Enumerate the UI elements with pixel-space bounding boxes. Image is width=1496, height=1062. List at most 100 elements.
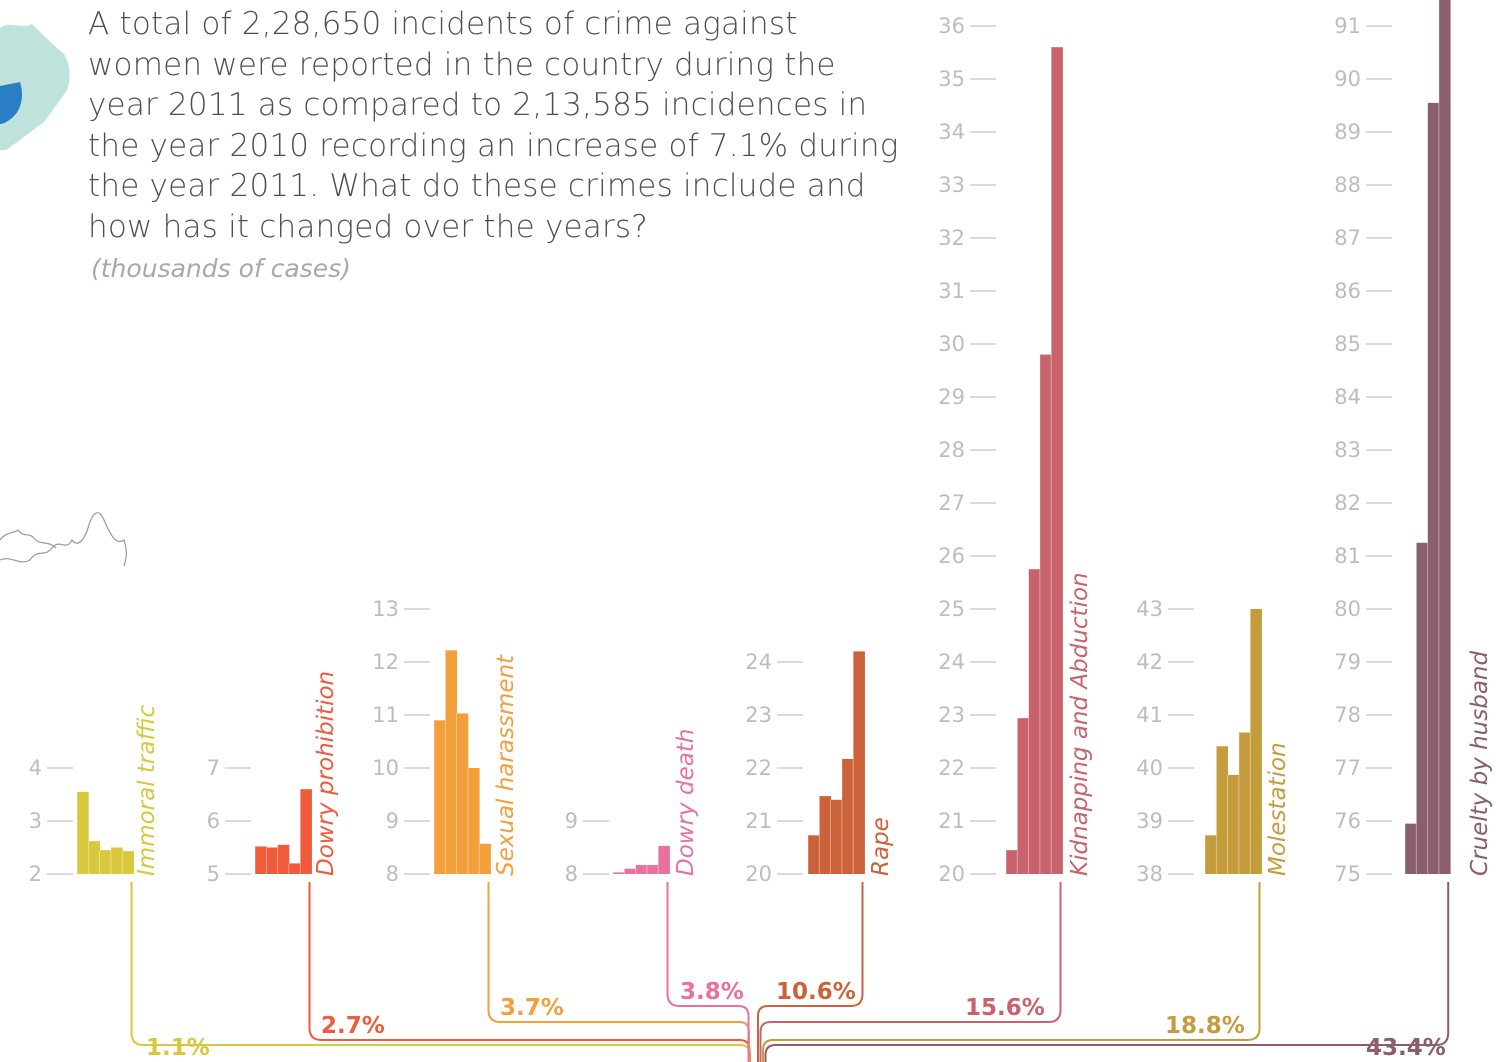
bar — [635, 864, 648, 874]
panel-3: 8 9 10 11 12 13 Sexual harassment 3.7% — [372, 597, 564, 1021]
category-label: Rape — [868, 817, 894, 876]
category-label: Kidnapping and Abduction — [1067, 572, 1093, 876]
share-label: 1.1% — [146, 1035, 210, 1061]
bar — [830, 799, 843, 874]
connector-line — [762, 882, 1261, 1062]
bar — [288, 863, 301, 874]
tick-label: 88 — [1334, 173, 1361, 197]
category-label: Cruelty by husband — [1467, 650, 1493, 876]
map-coastline — [0, 512, 127, 567]
bar — [658, 845, 670, 874]
tick-label: 9 — [565, 809, 578, 833]
tick-label: 82 — [1334, 491, 1361, 515]
bar — [646, 864, 659, 874]
bar — [1227, 774, 1240, 874]
map-land-shape — [0, 24, 70, 150]
tick-label: 87 — [1334, 226, 1361, 250]
bar — [1039, 354, 1052, 875]
tick-label: 5 — [207, 862, 220, 886]
tick-label: 91 — [1334, 14, 1361, 38]
bar — [467, 768, 480, 874]
tick-label: 86 — [1334, 279, 1361, 303]
tick-label: 24 — [745, 650, 772, 674]
panel-6: 20 21 22 23 24 25 26 27 28 29 30 31 32 33 34 35 36 Kidnap… — [938, 14, 1093, 1021]
bar — [277, 844, 290, 874]
tick-label: 90 — [1334, 67, 1361, 91]
tick-label: 8 — [565, 862, 578, 886]
tick-label: 21 — [938, 809, 965, 833]
category-label: Dowry death — [673, 729, 699, 876]
tick-label: 31 — [938, 279, 965, 303]
tick-label: 9 — [386, 809, 399, 833]
bar — [1405, 823, 1417, 874]
bar — [819, 796, 831, 874]
share-label: 10.6% — [776, 979, 856, 1005]
panel-5: 20 21 22 23 24 Rape 10.6% — [745, 650, 894, 1005]
tick-label: 3 — [29, 809, 42, 833]
tick-label: 43 — [1136, 597, 1163, 621]
category-label: Dowry prohibition — [313, 671, 339, 876]
share-label: 2.7% — [321, 1013, 385, 1039]
bar — [1427, 102, 1440, 875]
tick-label: 4 — [29, 756, 42, 780]
tick-label: 33 — [938, 173, 965, 197]
tick-label: 23 — [745, 703, 772, 727]
panel-2: 5 6 7 Dowry prohibition 2.7% — [207, 671, 385, 1039]
tick-label: 38 — [1136, 862, 1163, 886]
tick-label: 39 — [1136, 809, 1163, 833]
tick-label: 76 — [1334, 809, 1361, 833]
bar — [1250, 609, 1262, 874]
tick-label: 80 — [1334, 597, 1361, 621]
bar — [99, 850, 112, 874]
connector-line — [666, 882, 750, 1062]
share-label: 15.6% — [965, 995, 1045, 1021]
connector-line — [130, 882, 751, 1062]
bar — [1051, 47, 1063, 874]
tick-label: 42 — [1136, 650, 1163, 674]
bar — [1006, 850, 1018, 874]
tick-label: 75 — [1334, 862, 1361, 886]
tick-label: 11 — [372, 703, 399, 727]
bar — [853, 651, 865, 874]
tick-label: 36 — [938, 14, 965, 38]
tick-label: 20 — [745, 862, 772, 886]
bar — [841, 758, 854, 874]
bar — [1017, 718, 1029, 874]
bar — [613, 872, 625, 874]
bar — [88, 841, 100, 874]
bar — [77, 791, 89, 874]
connector-line — [487, 882, 750, 1062]
bar — [624, 868, 636, 874]
bar — [1416, 542, 1428, 874]
category-label: Immoral traffic — [134, 705, 160, 876]
tick-label: 22 — [745, 756, 772, 780]
bar — [110, 847, 123, 874]
tick-label: 35 — [938, 67, 965, 91]
tick-label: 23 — [938, 703, 965, 727]
panels: 23 4 Immoral traffic 1.1% 5 6 7 Dowry prohibiti… — [29, 0, 1493, 1061]
tick-label: 13 — [372, 597, 399, 621]
tick-label: 29 — [938, 385, 965, 409]
category-label: Molestation — [1265, 742, 1291, 876]
tick-label: 41 — [1136, 703, 1163, 727]
tick-label: 77 — [1334, 756, 1361, 780]
tick-label: 83 — [1334, 438, 1361, 462]
tick-label: 85 — [1334, 332, 1361, 356]
panel-4: 8 9 Dowry death 3.8% — [565, 729, 744, 1005]
tick-label: 8 — [386, 862, 399, 886]
bar — [122, 851, 134, 874]
connectors — [130, 882, 1450, 1062]
panel-1: 2 3 4 Immoral traffic 1.1% — [29, 705, 210, 1061]
tick-label: 89 — [1334, 120, 1361, 144]
tick-label: 7 — [207, 756, 220, 780]
tick-label: 6 — [207, 809, 220, 833]
tick-label: 24 — [938, 650, 965, 674]
bar — [479, 843, 491, 874]
tick-label: 79 — [1334, 650, 1361, 674]
bar — [300, 789, 312, 874]
bar — [445, 650, 457, 874]
bar — [434, 720, 446, 874]
tick-label: 84 — [1334, 385, 1361, 409]
tick-label: 30 — [938, 332, 965, 356]
tick-label: 34 — [938, 120, 965, 144]
